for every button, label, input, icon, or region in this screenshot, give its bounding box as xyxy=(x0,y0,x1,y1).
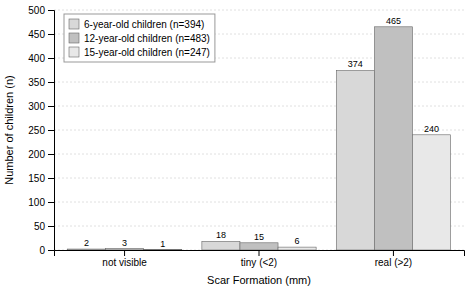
chart-svg: 0 50 100 150 200 250 300 350 400 450 500 not visibl… xyxy=(0,0,474,290)
y-tick-label: 200 xyxy=(28,149,45,160)
x-tick: real (>2) xyxy=(375,250,413,268)
data-label: 15 xyxy=(254,232,264,242)
x-tick: tiny (<2) xyxy=(241,250,277,268)
x-tick-label: real (>2) xyxy=(375,257,413,268)
x-axis: not visible tiny (<2) real (>2) xyxy=(55,250,465,268)
y-tick-label: 50 xyxy=(34,221,46,232)
x-axis-title: Scar Formation (mm) xyxy=(207,274,311,286)
y-tick: 50 xyxy=(34,221,54,232)
grid xyxy=(54,10,464,250)
y-tick-mark xyxy=(48,202,54,203)
data-label: 18 xyxy=(216,230,226,240)
data-label: 240 xyxy=(424,124,439,134)
legend-item: 15-year-old children (n=247) xyxy=(69,47,210,58)
x-tick-mark xyxy=(393,250,394,256)
y-tick-label: 150 xyxy=(28,173,45,184)
bar xyxy=(202,241,240,250)
bar xyxy=(412,135,450,250)
bar-series xyxy=(144,135,451,250)
legend-item: 6-year-old children (n=394) xyxy=(69,19,204,30)
legend-item: 12-year-old children (n=483) xyxy=(69,33,210,44)
y-tick-label: 350 xyxy=(28,77,45,88)
y-tick-label: 400 xyxy=(28,53,45,64)
legend-label: 15-year-old children (n=247) xyxy=(84,47,210,58)
y-tick: 150 xyxy=(28,173,54,184)
y-tick-label: 450 xyxy=(28,29,45,40)
chart-container: 0 50 100 150 200 250 300 350 400 450 500 not visibl… xyxy=(0,0,474,290)
y-tick-mark xyxy=(48,154,54,155)
bar-series xyxy=(67,70,374,250)
bar xyxy=(278,247,316,250)
y-axis-title: Number of children (n) xyxy=(3,75,15,184)
bar xyxy=(67,249,105,250)
x-tick-mark xyxy=(259,250,260,256)
x-tick-label: tiny (<2) xyxy=(241,257,277,268)
x-tick-label: not visible xyxy=(102,257,147,268)
x-tick-mark xyxy=(124,250,125,256)
y-tick-mark xyxy=(48,10,54,11)
data-labels: 2 18 374 3 15 465 1 6 240 xyxy=(84,16,439,249)
y-tick-label: 500 xyxy=(28,5,45,16)
legend-label: 6-year-old children (n=394) xyxy=(84,19,204,30)
data-label: 6 xyxy=(295,236,300,246)
y-tick-label: 300 xyxy=(28,101,45,112)
bar xyxy=(336,70,374,250)
y-tick: 0 xyxy=(39,245,54,256)
x-axis-line xyxy=(55,251,465,257)
legend-label: 12-year-old children (n=483) xyxy=(84,33,210,44)
y-tick-mark xyxy=(48,178,54,179)
grid-line xyxy=(54,10,464,11)
y-tick: 500 xyxy=(28,5,54,16)
data-label: 374 xyxy=(348,59,363,69)
legend-swatch xyxy=(69,33,79,43)
y-tick-label: 250 xyxy=(28,125,45,136)
y-tick: 400 xyxy=(28,53,54,64)
data-label: 1 xyxy=(160,239,165,249)
y-tick-mark xyxy=(48,226,54,227)
data-label: 465 xyxy=(386,16,401,26)
data-label: 3 xyxy=(122,238,127,248)
y-tick: 200 xyxy=(28,149,54,160)
y-tick-mark xyxy=(48,130,54,131)
legend-swatch xyxy=(69,47,79,57)
y-tick-mark xyxy=(48,250,54,251)
y-tick-mark xyxy=(48,106,54,107)
x-tick: not visible xyxy=(102,250,147,268)
y-axis: 0 50 100 150 200 250 300 350 400 450 500 xyxy=(28,5,54,256)
y-axis-line xyxy=(48,11,55,251)
y-tick: 100 xyxy=(28,197,54,208)
y-tick: 300 xyxy=(28,101,54,112)
legend-swatch xyxy=(69,19,79,29)
y-tick: 350 xyxy=(28,77,54,88)
bar xyxy=(374,27,412,250)
y-tick-label: 0 xyxy=(39,245,45,256)
plot-area: 0 50 100 150 200 250 300 350 400 450 500 not visibl… xyxy=(28,5,464,268)
y-tick-mark xyxy=(48,58,54,59)
legend-box xyxy=(64,14,215,62)
y-tick-mark xyxy=(48,34,54,35)
bar xyxy=(240,243,278,250)
bar xyxy=(144,249,182,250)
bar xyxy=(106,249,144,250)
data-label: 2 xyxy=(84,238,89,248)
y-tick: 450 xyxy=(28,29,54,40)
y-tick: 250 xyxy=(28,125,54,136)
y-tick-label: 100 xyxy=(28,197,45,208)
y-tick-mark xyxy=(48,82,54,83)
legend: 6-year-old children (n=394) 12-year-old c… xyxy=(64,14,215,62)
